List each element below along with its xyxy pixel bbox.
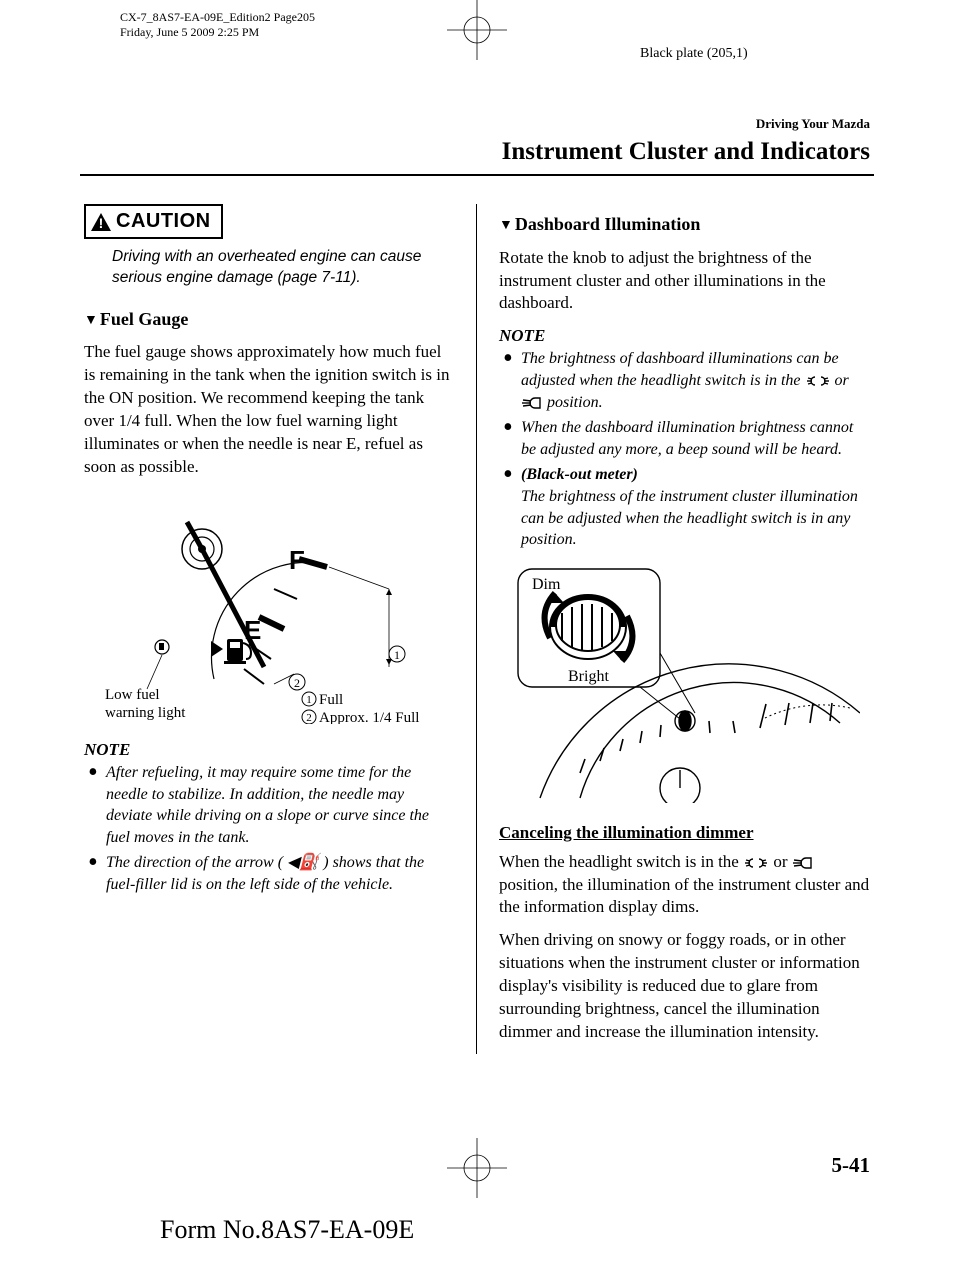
- fuel-gauge-figure: F E: [84, 489, 454, 731]
- gauge-F-label: F: [289, 545, 305, 575]
- fuel-note-2: The direction of the arrow ( ◀⛽ ) shows …: [84, 852, 454, 895]
- fuel-note-1: After refueling, it may require some tim…: [84, 762, 454, 848]
- dash-note-1: The brightness of dashboard illumination…: [499, 348, 870, 413]
- dash-note-3: (Black-out meter) The brightness of the …: [499, 464, 870, 550]
- dashboard-body: Rotate the knob to adjust the brightness…: [499, 247, 870, 316]
- page-number: 5-41: [832, 1151, 871, 1179]
- caution-box: ! CAUTION: [84, 204, 223, 239]
- dash-note-list: The brightness of dashboard illumination…: [499, 348, 870, 550]
- svg-text:2: 2: [306, 712, 312, 724]
- dashboard-heading: ▼Dashboard Illumination: [499, 212, 870, 236]
- svg-text:Low fuel: Low fuel: [105, 687, 160, 703]
- running-header: Driving Your Mazda Instrument Cluster an…: [80, 115, 874, 168]
- content-columns: ! CAUTION Driving with an overheated eng…: [80, 204, 874, 1054]
- svg-text:2: 2: [294, 676, 300, 690]
- dashboard-knob-figure: Dim Bright: [499, 563, 870, 810]
- crop-mark-bottom: [447, 1138, 507, 1205]
- fuel-note-label: NOTE: [84, 739, 454, 762]
- fuel-gauge-body: The fuel gauge shows approximately how m…: [84, 341, 454, 479]
- fuel-note-list: After refueling, it may require some tim…: [84, 762, 454, 896]
- section-large: Instrument Cluster and Indicators: [80, 135, 870, 169]
- caution-label: CAUTION: [116, 208, 211, 235]
- doc-id: CX-7_8AS7-EA-09E_Edition2 Page205: [120, 10, 954, 25]
- section-small: Driving Your Mazda: [80, 115, 870, 133]
- caution-body: Driving with an overheated engine can ca…: [84, 247, 454, 289]
- svg-text:!: !: [99, 215, 104, 231]
- form-number: Form No.8AS7-EA-09E: [160, 1212, 414, 1247]
- svg-text:1: 1: [306, 694, 312, 706]
- crop-mark-top: [447, 0, 507, 67]
- cancel-p2: When driving on snowy or foggy roads, or…: [499, 929, 870, 1044]
- svg-text:Full: Full: [319, 692, 343, 708]
- triangle-marker-icon: ▼: [499, 218, 513, 233]
- cancel-dimmer-heading: Canceling the illumination dimmer: [499, 822, 870, 845]
- bright-label: Bright: [568, 668, 609, 685]
- headlight-icon: [792, 857, 814, 869]
- right-column: ▼Dashboard Illumination Rotate the knob …: [477, 204, 874, 1054]
- triangle-marker-icon: ▼: [84, 313, 98, 328]
- parking-light-icon: [743, 857, 769, 869]
- headlight-icon: [521, 397, 543, 409]
- warning-icon: !: [90, 212, 112, 232]
- doc-timestamp: Friday, June 5 2009 2:25 PM: [120, 25, 954, 40]
- fuel-gauge-heading: ▼Fuel Gauge: [84, 307, 454, 331]
- svg-text:warning light: warning light: [105, 705, 186, 721]
- header-rule: [80, 174, 874, 176]
- cancel-p1: When the headlight switch is in the or p…: [499, 851, 870, 920]
- svg-text:Approx. 1/4 Full: Approx. 1/4 Full: [319, 710, 419, 724]
- parking-light-icon: [805, 375, 831, 387]
- plate-label: Black plate (205,1): [640, 45, 748, 64]
- dash-note-2: When the dashboard illumination brightne…: [499, 417, 870, 460]
- gauge-E-label: E: [244, 615, 261, 645]
- page-frame: Driving Your Mazda Instrument Cluster an…: [50, 75, 904, 1205]
- dim-label: Dim: [532, 576, 561, 593]
- svg-text:1: 1: [394, 648, 400, 662]
- left-column: ! CAUTION Driving with an overheated eng…: [80, 204, 477, 1054]
- dash-note-label: NOTE: [499, 325, 870, 348]
